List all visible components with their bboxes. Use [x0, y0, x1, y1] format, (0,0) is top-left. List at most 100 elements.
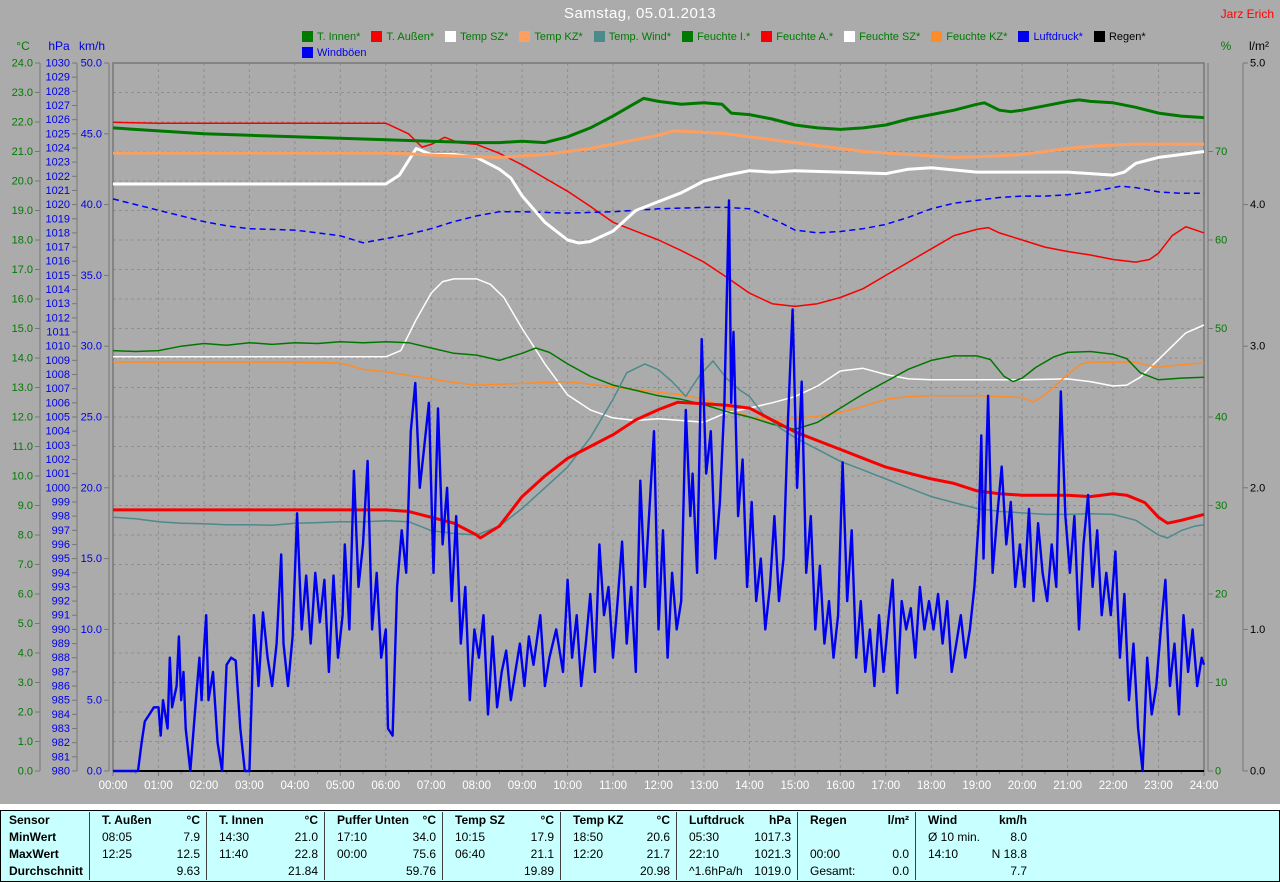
cell-time: 00:00	[337, 847, 368, 861]
svg-text:17:00: 17:00	[871, 780, 900, 792]
axis-header-kmh: km/h	[78, 39, 105, 53]
cell-time: 14:10	[928, 847, 959, 861]
svg-text:982: 982	[52, 737, 70, 749]
legend-item: Regen*	[1093, 31, 1146, 43]
legend-color-swatch	[682, 31, 694, 42]
svg-text:3.0: 3.0	[18, 677, 33, 689]
legend-row-2: Windböen	[302, 45, 1146, 60]
table-cell-temp-sz-min: 10:15 17.9	[442, 829, 560, 846]
table-row-sensor: Sensor T. Außen °C T. Innen °C Puffer Unten °C…	[1, 812, 1279, 829]
svg-text:1021: 1021	[46, 185, 70, 197]
cell-time: 22:10	[689, 847, 720, 861]
svg-text:11.0: 11.0	[12, 441, 33, 453]
legend-color-swatch	[371, 31, 383, 42]
cell-time: 11:40	[219, 847, 249, 861]
svg-text:9.0: 9.0	[18, 500, 33, 512]
cell-time: ^1.6hPa/h	[689, 864, 743, 878]
svg-text:1022: 1022	[46, 171, 70, 183]
table-cell-luftdruck-max: 22:10 1021.3	[676, 846, 797, 863]
cell-time: T. Innen	[219, 813, 264, 827]
table-cell-t-innen-avg: 21.84	[206, 863, 324, 880]
table-cell-luftdruck-head: Luftdruck hPa	[676, 812, 797, 829]
svg-text:19:00: 19:00	[962, 780, 991, 792]
svg-text:19.0: 19.0	[12, 205, 33, 217]
series-feuchte-a-	[112, 121, 1205, 308]
cell-value: 21.1	[530, 847, 554, 861]
svg-text:999: 999	[52, 496, 70, 508]
svg-text:985: 985	[52, 695, 70, 707]
legend-item: Feuchte SZ*	[844, 31, 920, 43]
table-row-durchschnitt: Durchschnitt 9.63 21.84 59.76 19.89 20.98 ^1.6…	[1, 863, 1279, 880]
series-feuchte-sz	[113, 278, 1205, 424]
cell-time: 14:30	[219, 830, 250, 844]
table-cell-t-au-en-avg: 9.63	[89, 863, 206, 880]
table-cell-temp-kz-min: 18:50 20.6	[560, 829, 676, 846]
svg-text:20: 20	[1215, 589, 1227, 601]
legend-color-swatch	[302, 47, 313, 58]
svg-text:989: 989	[52, 638, 70, 650]
legend-row-1: T. Innen* T. Außen* Temp SZ* Temp KZ* Temp. …	[302, 29, 1146, 44]
svg-text:1001: 1001	[46, 468, 70, 480]
cell-value: °C	[656, 813, 670, 827]
svg-text:1003: 1003	[46, 440, 70, 452]
table-cell-wind-max: 14:10 N 18.8	[915, 846, 1280, 863]
table-cell-t-innen-min: 14:30 21.0	[206, 829, 324, 846]
svg-text:988: 988	[52, 652, 70, 664]
legend-item: T. Außen*	[371, 31, 434, 43]
table-cell-regen-avg: Gesamt: 0.0	[797, 863, 915, 880]
table-cell-puffer-unten-head: Puffer Unten °C	[324, 812, 442, 829]
svg-text:1026: 1026	[46, 114, 70, 126]
legend-color-swatch	[445, 31, 457, 42]
legend-color-swatch	[519, 31, 531, 42]
svg-text:1002: 1002	[46, 454, 70, 466]
svg-text:1007: 1007	[46, 383, 70, 395]
legend-item-label: Feuchte I.*	[697, 30, 751, 43]
legend-color-swatch	[302, 31, 313, 42]
svg-text:07:00: 07:00	[417, 780, 446, 792]
svg-text:40: 40	[1215, 412, 1227, 424]
legend-item: Feuchte A.*	[761, 31, 833, 43]
svg-text:1023: 1023	[46, 157, 70, 169]
svg-text:0.0: 0.0	[1250, 766, 1265, 778]
cell-time: Temp SZ	[455, 813, 505, 827]
svg-text:987: 987	[52, 666, 70, 678]
svg-text:15.0: 15.0	[12, 323, 33, 335]
legend-item: Temp KZ*	[519, 31, 583, 43]
table-cell-t-au-en-max: 12:25 12.5	[89, 846, 206, 863]
svg-text:1000: 1000	[46, 482, 70, 494]
cell-time: Puffer Unten	[337, 813, 409, 827]
svg-text:25.0: 25.0	[81, 412, 102, 424]
legend-item: T. Innen*	[302, 31, 360, 43]
svg-text:24:00: 24:00	[1190, 780, 1219, 792]
table-row-maxwert: MaxWert 12:25 12.5 11:40 22.8 00:00 75.6 06:40 2…	[1, 846, 1279, 863]
cell-value: 59.76	[405, 864, 436, 878]
svg-text:0: 0	[1215, 766, 1221, 778]
svg-text:40.0: 40.0	[81, 199, 102, 211]
legend-item: Feuchte I.*	[682, 31, 750, 43]
table-cell-t-innen-head: T. Innen °C	[206, 812, 324, 829]
svg-text:1017: 1017	[46, 242, 70, 254]
legend-color-swatch	[1093, 31, 1105, 42]
svg-text:10: 10	[1215, 677, 1227, 689]
svg-text:1005: 1005	[46, 412, 70, 424]
cell-value: 7.9	[183, 830, 200, 844]
table-cell-temp-kz-avg: 20.98	[560, 863, 676, 880]
cell-time: 00:00	[810, 847, 841, 861]
svg-text:1013: 1013	[46, 298, 70, 310]
svg-text:1008: 1008	[46, 369, 70, 381]
svg-text:21.0: 21.0	[12, 146, 33, 158]
svg-text:2.0: 2.0	[18, 707, 33, 719]
svg-text:23.0: 23.0	[12, 87, 33, 99]
row-label: Durchschnitt	[9, 864, 84, 878]
cell-value: 1019.0	[754, 864, 791, 878]
svg-text:15:00: 15:00	[780, 780, 809, 792]
svg-text:1015: 1015	[46, 270, 70, 282]
svg-text:70: 70	[1215, 146, 1227, 158]
cell-value: 21.84	[287, 864, 318, 878]
svg-text:7.0: 7.0	[18, 559, 33, 571]
legend-item: Luftdruck*	[1018, 31, 1083, 43]
svg-text:45.0: 45.0	[81, 128, 102, 140]
svg-text:6.0: 6.0	[18, 589, 33, 601]
legend-item: Temp SZ*	[445, 31, 508, 43]
svg-text:1006: 1006	[46, 397, 70, 409]
